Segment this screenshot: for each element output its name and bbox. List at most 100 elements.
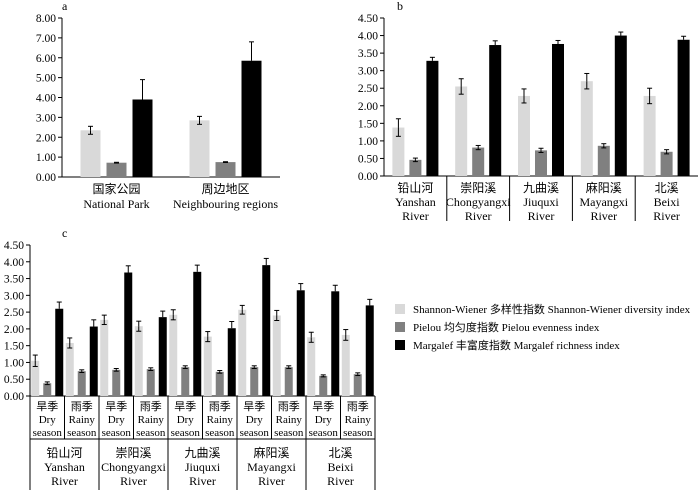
season-label-zh: 旱季 xyxy=(174,400,196,413)
y-tick-label-b: 2.00 xyxy=(358,101,378,113)
bar-margalef xyxy=(89,326,98,396)
bar-margalef xyxy=(426,60,439,176)
category-label-en: River xyxy=(465,209,492,223)
season-label-en: Dry xyxy=(39,414,57,426)
y-tick-label-b: 3.50 xyxy=(358,48,378,60)
category-label-zh: 周边地区 xyxy=(201,182,249,196)
bar-margalef xyxy=(193,271,202,396)
group-label-en: Chongyangxi xyxy=(101,460,166,474)
season-label-zh: 雨季 xyxy=(71,400,93,413)
season-label-en: season xyxy=(136,427,166,439)
season-label-en: season xyxy=(67,427,97,439)
bar-shannon xyxy=(80,130,101,177)
y-tick-label-a: 3.00 xyxy=(36,112,56,124)
bar-margalef xyxy=(331,291,340,396)
bar-pielou xyxy=(250,367,259,396)
bar-margalef xyxy=(262,265,271,396)
group-label-zh: 北溪 xyxy=(328,446,352,460)
season-label-zh: 雨季 xyxy=(278,400,300,413)
bar-margalef xyxy=(241,60,262,178)
bar-margalef xyxy=(552,43,564,176)
bar-pielou xyxy=(146,369,155,396)
y-tick-label-b: 4.00 xyxy=(358,31,378,43)
y-tick-label-b: 4.50 xyxy=(358,13,378,25)
category-label-zh: 北溪 xyxy=(655,181,679,195)
season-label-zh: 旱季 xyxy=(312,400,334,413)
category-label-en: River xyxy=(402,209,429,223)
season-label-en: Dry xyxy=(108,414,126,426)
y-tick-label-c: 2.00 xyxy=(4,324,24,336)
category-label-zh: 崇阳溪 xyxy=(460,181,496,195)
category-label-zh: 国家公园 xyxy=(92,181,140,196)
category-label-zh: 铅山河 xyxy=(397,181,433,195)
bar-shannon xyxy=(134,326,143,396)
season-label-zh: 旱季 xyxy=(105,400,127,413)
bar-pielou xyxy=(535,150,547,176)
category-label-en: Jiuquxi xyxy=(523,195,559,209)
group-label-zh: 麻阳溪 xyxy=(253,445,289,460)
y-tick-label-b: 2.50 xyxy=(358,83,378,95)
bar-pielou xyxy=(409,159,422,176)
season-label-zh: 雨季 xyxy=(209,400,231,413)
bar-shannon xyxy=(31,360,40,396)
bar-shannon xyxy=(392,127,405,176)
y-tick-label-a: 5.00 xyxy=(36,73,56,85)
category-label-zh: 麻阳溪 xyxy=(586,180,622,195)
category-label-en: Beixi xyxy=(654,195,681,209)
bar-pielou xyxy=(43,383,52,396)
y-tick-label-c: 1.50 xyxy=(4,341,24,353)
season-label-en: season xyxy=(205,427,235,439)
bar-shannon xyxy=(272,315,281,396)
y-tick-label-c: 4.50 xyxy=(4,240,24,252)
y-tick-label-c: 0.00 xyxy=(4,391,24,403)
chart-panel-c: c 0.00 0.50 1.00 1.50 2.00 2.50 3.00 3.50 4.00 4.… xyxy=(4,226,376,490)
y-tick-label-c: 0.50 xyxy=(4,374,24,386)
y-tick-label-a: 2.00 xyxy=(36,132,56,144)
season-label-en: Rainy xyxy=(69,414,96,426)
category-label-en: River xyxy=(590,209,617,223)
legend: Shannon-Wiener 多样性指数 Shannon-Wiener dive… xyxy=(395,302,691,352)
y-tick-label-a: 8.00 xyxy=(36,13,56,25)
y-tick-label-b: 0.00 xyxy=(358,171,378,183)
y-tick-label-c: 3.00 xyxy=(4,290,24,302)
y-tick-label-a: 1.00 xyxy=(36,152,56,164)
bar-pielou xyxy=(215,162,236,177)
category-label-en: Chongyangxi xyxy=(446,195,511,209)
group-label-en: Jiuquxi xyxy=(185,460,221,474)
season-label-en: season xyxy=(102,427,132,439)
season-label-en: Dry xyxy=(315,414,333,426)
bar-shannon xyxy=(169,314,178,396)
bar-shannon xyxy=(455,86,468,176)
bar-pielou xyxy=(597,145,610,176)
category-label-zh: 九曲溪 xyxy=(523,181,559,195)
bar-pielou xyxy=(353,374,362,396)
category-label-en: Neighbouring regions xyxy=(173,197,278,211)
season-label-zh: 雨季 xyxy=(140,400,162,413)
group-label-en: Mayangxi xyxy=(247,460,296,474)
y-tick-label-c: 4.00 xyxy=(4,257,24,269)
season-label-zh: 旱季 xyxy=(243,400,265,413)
bar-pielou xyxy=(112,369,121,396)
bar-margalef xyxy=(124,272,133,396)
group-label-en: River xyxy=(51,474,78,488)
y-tick-label-b: 1.00 xyxy=(358,136,378,148)
bar-pielou xyxy=(106,162,127,177)
y-tick-label-c: 1.00 xyxy=(4,357,24,369)
season-label-en: Rainy xyxy=(138,414,165,426)
legend-swatch-shannon xyxy=(395,304,405,314)
bar-pielou xyxy=(472,147,485,176)
legend-swatch-margalef xyxy=(395,340,405,350)
legend-label-shannon: Shannon-Wiener 多样性指数 Shannon-Wiener dive… xyxy=(413,302,691,316)
bar-margalef xyxy=(55,308,64,396)
bar-margalef xyxy=(296,290,305,396)
bar-margalef xyxy=(227,328,236,396)
y-tick-label-b: 0.50 xyxy=(358,153,378,165)
legend-label-pielou: Pielou 均匀度指数 Pielou evenness index xyxy=(413,320,600,334)
season-label-en: season xyxy=(343,427,373,439)
bar-pielou xyxy=(319,375,328,396)
season-label-en: season xyxy=(33,427,63,439)
bar-shannon xyxy=(238,309,247,396)
y-tick-label-a: 7.00 xyxy=(36,33,56,45)
bar-shannon xyxy=(643,95,656,176)
